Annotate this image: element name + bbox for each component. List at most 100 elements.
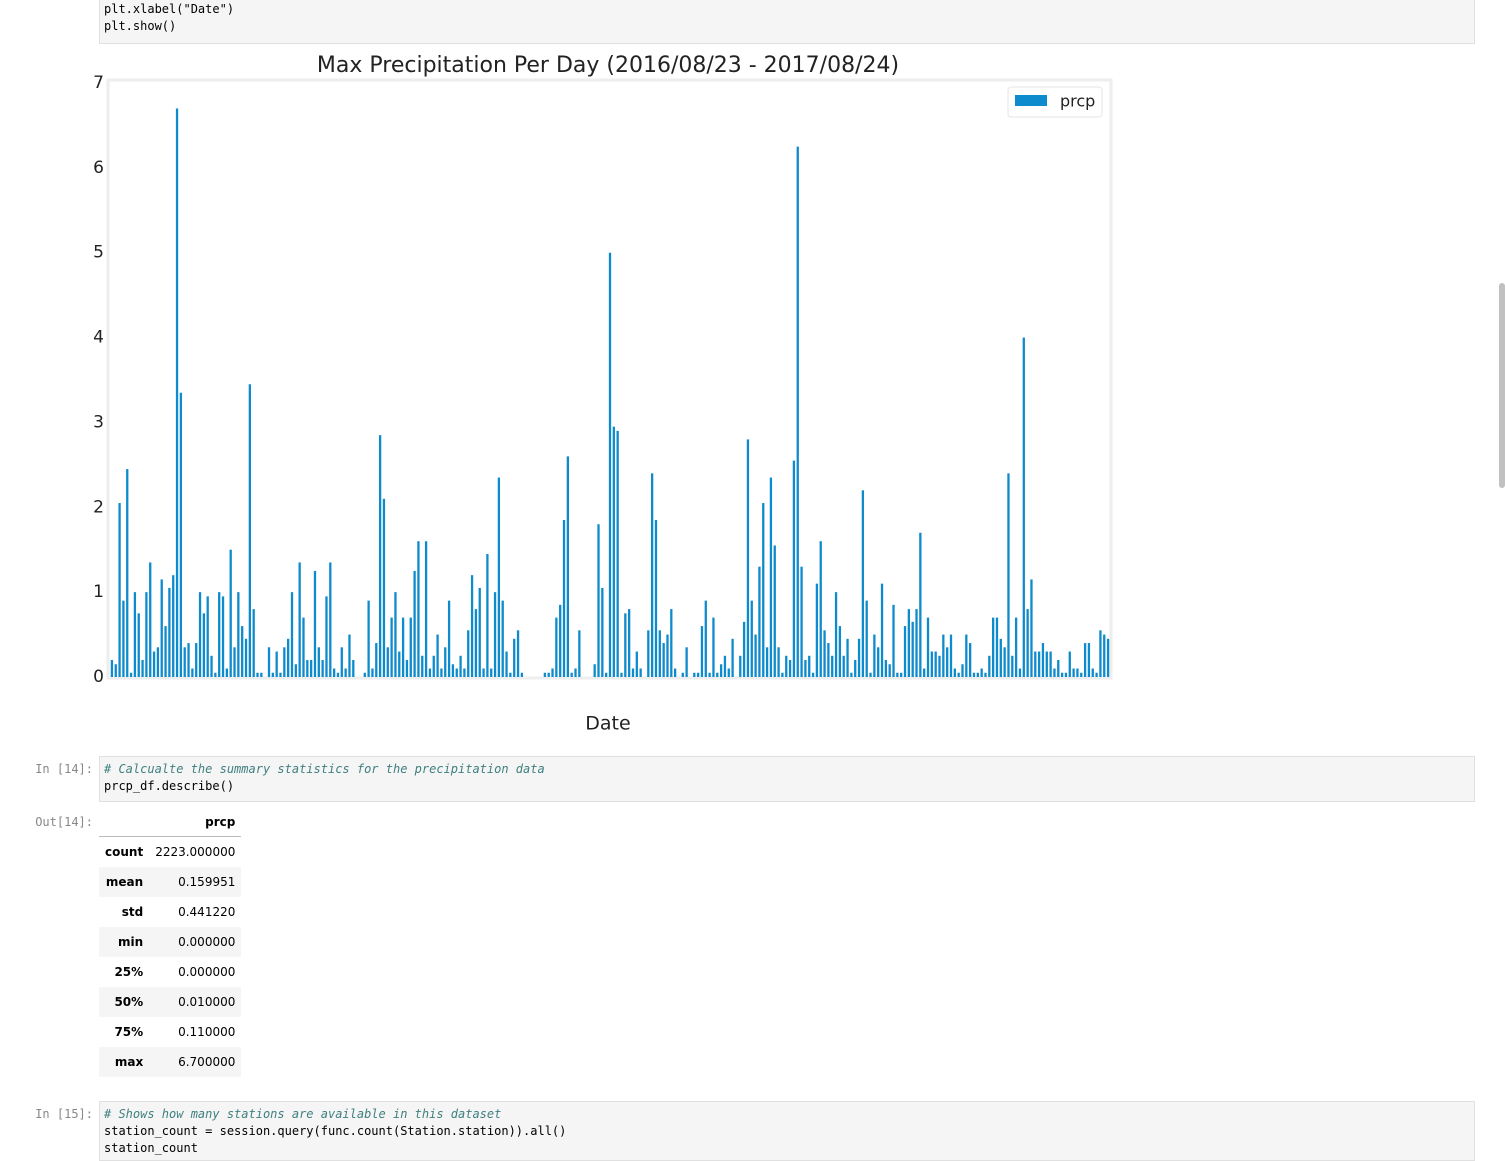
- bar: [1072, 668, 1075, 677]
- bar: [467, 630, 470, 677]
- bar: [877, 647, 880, 677]
- legend-swatch: [1015, 95, 1047, 106]
- bar: [348, 634, 351, 677]
- bar: [198, 592, 202, 677]
- bar: [1018, 668, 1022, 677]
- input-prompt: In [15]:: [35, 1107, 93, 1121]
- bar: [1068, 651, 1071, 677]
- row-value: 2223.000000: [155, 845, 236, 859]
- bar: [344, 668, 347, 677]
- bar: [206, 596, 209, 677]
- bar: [233, 647, 236, 677]
- bar: [746, 439, 750, 677]
- bar: [1041, 643, 1045, 677]
- bar: [865, 600, 868, 677]
- bar: [704, 600, 707, 677]
- bar: [628, 609, 631, 677]
- legend-box: [1007, 86, 1103, 118]
- bar: [191, 668, 194, 677]
- y-tick-label: 2: [93, 497, 104, 517]
- bar: [444, 647, 447, 677]
- bar: [903, 626, 907, 677]
- bar: [570, 672, 573, 677]
- bar: [156, 647, 160, 677]
- bar: [172, 575, 175, 677]
- bar: [616, 430, 619, 677]
- table-row: 75% 0.110000: [99, 1017, 241, 1047]
- bar: [1060, 672, 1064, 677]
- bar: [375, 643, 378, 677]
- bar: [195, 643, 198, 677]
- bar: [896, 672, 899, 677]
- bar: [869, 672, 872, 677]
- bar: [984, 672, 987, 677]
- bar: [260, 672, 263, 677]
- bar: [708, 672, 711, 677]
- bar: [919, 532, 922, 677]
- bar: [493, 592, 497, 677]
- bar: [658, 630, 661, 677]
- chart-title: Max Precipitation Per Day (2016/08/23 - …: [317, 53, 899, 78]
- bar: [884, 660, 888, 677]
- bar: [612, 426, 615, 677]
- column-header: prcp: [149, 808, 242, 837]
- bar: [900, 672, 903, 677]
- scrollbar[interactable]: [1499, 283, 1505, 488]
- bar: [555, 617, 558, 677]
- bar: [371, 668, 374, 677]
- chart: Max Precipitation Per Day (2016/08/23 - …: [93, 53, 1113, 735]
- bar: [267, 647, 271, 677]
- bar: [183, 647, 186, 677]
- bar: [976, 672, 979, 677]
- bar: [624, 613, 627, 677]
- bar: [275, 651, 278, 677]
- bar: [279, 672, 282, 677]
- bar: [114, 664, 117, 677]
- bar: [647, 630, 650, 677]
- row-value: 0.000000: [178, 935, 236, 949]
- code-comment: # Shows how many stations are available …: [104, 1107, 502, 1121]
- bar: [394, 592, 397, 677]
- bar: [800, 566, 803, 677]
- bar: [716, 672, 719, 677]
- bar: [834, 592, 838, 677]
- bar: [401, 617, 405, 677]
- bar: [1026, 609, 1029, 677]
- bar: [248, 384, 251, 677]
- bar: [202, 613, 206, 677]
- bar: [547, 672, 550, 677]
- bar: [758, 566, 761, 677]
- bar: [225, 668, 229, 677]
- bar: [597, 524, 600, 677]
- bar: [313, 570, 317, 677]
- bar: [693, 672, 696, 677]
- bar: [926, 617, 930, 677]
- bar: [727, 668, 730, 677]
- bar: [129, 672, 133, 677]
- bar: [290, 592, 294, 677]
- y-tick-label: 1: [93, 582, 104, 602]
- bar: [562, 520, 566, 677]
- bar: [888, 664, 891, 677]
- bar: [670, 609, 673, 677]
- bar: [126, 469, 129, 677]
- bar: [317, 647, 320, 677]
- bar: [175, 108, 179, 677]
- table-row: 50% 0.010000: [99, 987, 242, 1017]
- bar: [578, 630, 581, 677]
- bar: [424, 541, 428, 677]
- code-cell: # Shows how many stations are available …: [99, 1101, 1475, 1161]
- bar: [605, 672, 608, 677]
- bar: [773, 545, 776, 677]
- bar: [1022, 337, 1025, 677]
- bar: [942, 634, 945, 677]
- x-axis-label: Date: [585, 713, 630, 735]
- bar: [451, 664, 455, 677]
- bar: [352, 660, 355, 677]
- bar: [777, 647, 780, 677]
- bar: [287, 638, 290, 677]
- bar: [593, 664, 596, 677]
- row-label: mean: [105, 875, 144, 889]
- bar: [911, 621, 914, 677]
